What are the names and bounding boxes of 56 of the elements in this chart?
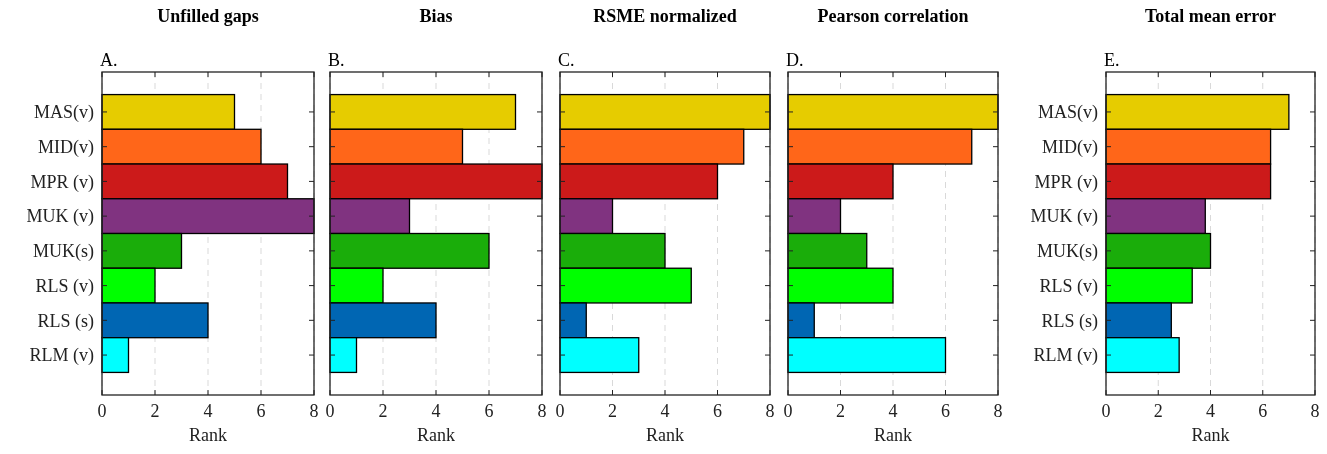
y-tick-label: MID(v) xyxy=(38,136,94,158)
x-tick-label: 6 xyxy=(256,401,266,421)
x-tick-label: 2 xyxy=(378,401,388,421)
y-tick-label: MUK (v) xyxy=(1030,206,1098,228)
x-axis-title: Rank xyxy=(874,425,912,445)
x-tick-label: 8 xyxy=(765,401,775,421)
text: D. xyxy=(786,50,804,70)
y-tick-label: RLS (v) xyxy=(35,275,95,297)
y-tick-label: MPR (v) xyxy=(1034,171,1098,193)
y-tick-label: RLS (v) xyxy=(1039,275,1099,297)
x-axis-title: Rank xyxy=(189,425,227,445)
x-tick-label: 8 xyxy=(537,401,547,421)
x-tick-label: 6 xyxy=(941,401,950,421)
x-tick-label: 0 xyxy=(555,401,565,421)
x-tick-label: 2 xyxy=(608,401,617,421)
chart-title: Unfilled gaps xyxy=(157,6,259,26)
y-tick-label: RLM (v) xyxy=(29,345,94,367)
x-tick-label: 8 xyxy=(1310,401,1320,421)
x-axis-title: Rank xyxy=(417,425,455,445)
text: C. xyxy=(558,50,575,70)
x-tick-label: 4 xyxy=(1206,401,1215,421)
x-tick-label: 8 xyxy=(993,401,1003,421)
y-tick-label: MAS(v) xyxy=(1037,102,1098,124)
y-tick-label: MPR (v) xyxy=(30,171,94,193)
text: B. xyxy=(328,50,345,70)
x-tick-label: 0 xyxy=(97,401,107,421)
y-tick-label: MAS(v) xyxy=(33,102,94,124)
y-tick-label: RLS (s) xyxy=(1041,310,1098,332)
x-tick-label: 2 xyxy=(1153,401,1163,421)
text: A. xyxy=(100,50,118,70)
x-tick-label: 0 xyxy=(783,401,793,421)
x-tick-label: 2 xyxy=(836,401,845,421)
x-tick-label: 8 xyxy=(309,401,319,421)
chart-title: RSME normalized xyxy=(593,6,737,26)
x-tick-label: 6 xyxy=(1258,401,1268,421)
chart-title: Bias xyxy=(419,6,453,26)
x-tick-label: 2 xyxy=(150,401,160,421)
x-tick-label: 0 xyxy=(1101,401,1111,421)
x-tick-label: 0 xyxy=(325,401,335,421)
chart-title: Total mean error xyxy=(1145,6,1276,26)
x-axis-title: Rank xyxy=(1191,425,1230,445)
y-tick-label: MUK (v) xyxy=(26,206,94,228)
x-axis-title: Rank xyxy=(646,425,684,445)
x-tick-label: 6 xyxy=(713,401,722,421)
x-tick-label: 4 xyxy=(888,401,898,421)
y-tick-label: MUK(s) xyxy=(33,241,94,263)
chart-title: Pearson correlation xyxy=(817,6,969,26)
text: E. xyxy=(1104,50,1120,70)
x-tick-label: 4 xyxy=(203,401,213,421)
x-tick-label: 4 xyxy=(660,401,670,421)
y-tick-label: MUK(s) xyxy=(1037,241,1098,263)
y-tick-label: RLS (s) xyxy=(37,310,94,332)
y-tick-label: MID(v) xyxy=(1042,136,1098,158)
y-tick-label: RLM (v) xyxy=(1033,345,1098,367)
x-tick-label: 6 xyxy=(484,401,494,421)
x-tick-label: 4 xyxy=(431,401,441,421)
